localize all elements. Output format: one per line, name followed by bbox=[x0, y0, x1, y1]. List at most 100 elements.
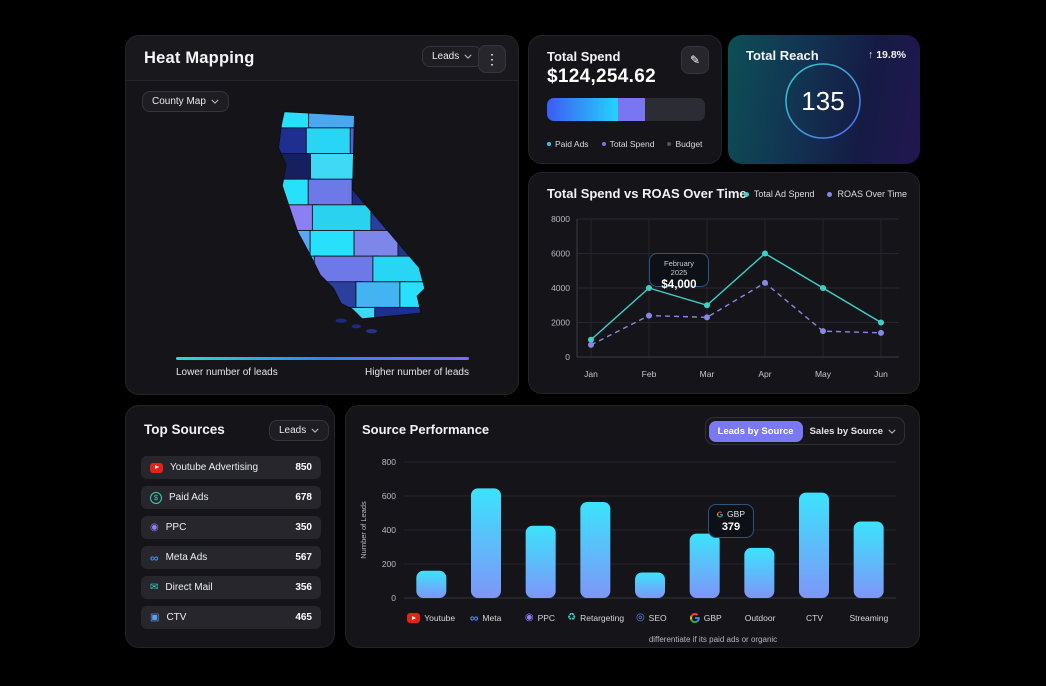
legend-item: Budget bbox=[667, 139, 702, 149]
source-label: Direct Mail bbox=[165, 582, 213, 593]
list-item[interactable]: ◉ PPC 350 bbox=[141, 516, 321, 539]
bar-chart-x-labels: Youtube ∞ Meta ◉ PPC ♻ Retargeting ◎ SEO GBP Outdo… bbox=[404, 612, 896, 624]
svg-text:600: 600 bbox=[382, 491, 396, 501]
chevron-down-icon bbox=[211, 99, 219, 104]
metric-dropdown-label: Leads bbox=[432, 51, 460, 62]
pencil-icon: ✎ bbox=[689, 53, 701, 67]
source-label: Meta Ads bbox=[165, 552, 208, 563]
bar-x-label: ◎ SEO bbox=[635, 612, 667, 624]
google-icon bbox=[689, 613, 700, 623]
total-reach-value: 135 bbox=[801, 85, 845, 116]
svg-text:Mar: Mar bbox=[700, 369, 715, 379]
bar-chart-tooltip: GBP 379 bbox=[708, 504, 754, 538]
svg-text:6000: 6000 bbox=[551, 249, 570, 259]
heat-scale-low-label: Lower number of leads bbox=[176, 367, 278, 378]
spend-segment bbox=[618, 98, 645, 121]
source-performance-title: Source Performance bbox=[362, 422, 490, 437]
ctv-icon: ▣ bbox=[150, 611, 160, 623]
svg-text:Apr: Apr bbox=[758, 369, 771, 379]
top-sources-panel: Top Sources Leads Youtube Advertising 850… bbox=[125, 405, 335, 648]
legend-dot-icon bbox=[547, 142, 551, 146]
tooltip-value: $4,000 bbox=[661, 279, 697, 291]
map-type-label: County Map bbox=[152, 96, 206, 107]
source-value: 567 bbox=[295, 552, 312, 563]
list-item[interactable]: ∞ Meta Ads 567 bbox=[141, 546, 321, 569]
source-value: 356 bbox=[295, 582, 312, 593]
bar-x-label: ◉ PPC bbox=[524, 612, 556, 624]
top-sources-title: Top Sources bbox=[144, 422, 225, 437]
youtube-icon bbox=[150, 462, 163, 473]
bar-tooltip-value: 379 bbox=[721, 521, 741, 533]
spend-segment bbox=[644, 98, 705, 121]
legend-item: Paid Ads bbox=[547, 139, 589, 149]
legend-item: Total Ad Spend bbox=[743, 189, 814, 199]
svg-text:4000: 4000 bbox=[551, 283, 570, 293]
svg-text:Feb: Feb bbox=[642, 369, 657, 379]
legend-dot-icon bbox=[667, 142, 672, 146]
kebab-icon: ⋮ bbox=[485, 50, 499, 67]
california-county-map[interactable] bbox=[250, 106, 440, 334]
heat-mapping-metric-dropdown[interactable]: Leads bbox=[422, 46, 483, 67]
google-icon bbox=[717, 510, 723, 518]
total-spend-card: Total Spend ✎ $124,254.62 Paid Ads Total … bbox=[528, 35, 722, 164]
toggle-leads-by-source[interactable]: Leads by Source bbox=[708, 420, 803, 442]
heat-mapping-panel: Heat Mapping Leads ⋮ County Map Lower nu… bbox=[125, 35, 519, 395]
svg-text:Jan: Jan bbox=[584, 369, 598, 379]
svg-text:Number of Leads: Number of Leads bbox=[359, 501, 368, 559]
list-item[interactable]: Youtube Advertising 850 bbox=[141, 456, 321, 479]
source-label: PPC bbox=[165, 522, 187, 533]
toggle-sales-label: Sales by Source bbox=[809, 425, 883, 437]
svg-text:2000: 2000 bbox=[551, 318, 570, 328]
heat-scale-high-label: Higher number of leads bbox=[365, 367, 469, 378]
svg-text:8000: 8000 bbox=[551, 214, 570, 224]
chart-footer-note: differentiate if its paid ads or organic bbox=[648, 635, 778, 644]
youtube-icon bbox=[407, 613, 421, 623]
ppc-icon: ◉ bbox=[150, 521, 159, 533]
bar-tooltip-label: GBP bbox=[727, 509, 745, 519]
reach-delta-badge: ↑ 19.8% bbox=[868, 49, 906, 61]
chevron-down-icon bbox=[311, 428, 319, 433]
ppc-icon: ◉ bbox=[524, 612, 534, 623]
total-reach-card: Total Reach ↑ 19.8% 135 bbox=[728, 35, 920, 164]
line-chart-legend: Total Ad Spend ROAS Over Time bbox=[743, 189, 907, 199]
source-value: 465 bbox=[295, 612, 312, 623]
bar-x-label: Youtube bbox=[404, 612, 458, 624]
svg-text:800: 800 bbox=[382, 457, 396, 467]
chevron-down-icon bbox=[888, 429, 896, 434]
kebab-menu-button[interactable]: ⋮ bbox=[478, 45, 506, 73]
svg-text:May: May bbox=[815, 369, 832, 379]
source-value: 350 bbox=[295, 522, 312, 533]
spend-legend: Paid Ads Total Spend Budget bbox=[547, 139, 702, 149]
legend-dot-icon bbox=[743, 191, 749, 197]
reach-ring bbox=[785, 63, 861, 139]
legend-dot-icon bbox=[601, 142, 606, 146]
top-sources-dropdown[interactable]: Leads bbox=[269, 420, 330, 441]
spend-segment bbox=[547, 98, 619, 121]
edit-button[interactable]: ✎ bbox=[681, 46, 709, 74]
source-label: Paid Ads bbox=[169, 492, 209, 503]
list-item[interactable]: $ Paid Ads 678 bbox=[141, 486, 321, 509]
line-chart[interactable]: 0 2000 4000 6000 8000 Jan Feb Mar Apr May Jun bbox=[541, 209, 909, 389]
svg-text:0: 0 bbox=[565, 352, 570, 362]
bar-chart[interactable]: 0 200 400 600 800 Number of Leads bbox=[356, 450, 904, 610]
retargeting-icon: ♻ bbox=[567, 612, 577, 623]
source-performance-panel: Source Performance Leads by Source Sales… bbox=[345, 405, 920, 648]
list-item[interactable]: ✉ Direct Mail 356 bbox=[141, 576, 321, 599]
heat-scale-gradient bbox=[176, 357, 469, 360]
toggle-sales-by-source[interactable]: Sales by Source bbox=[810, 426, 896, 437]
list-item[interactable]: ▣ CTV 465 bbox=[141, 606, 321, 629]
total-reach-title: Total Reach bbox=[746, 48, 819, 63]
reach-delta-value: 19.8% bbox=[876, 49, 906, 61]
line-chart-title: Total Spend vs ROAS Over Time bbox=[547, 186, 747, 201]
legend-item: ROAS Over Time bbox=[827, 189, 907, 199]
top-sources-dropdown-label: Leads bbox=[279, 425, 307, 436]
heat-mapping-title: Heat Mapping bbox=[144, 49, 255, 67]
map-type-dropdown[interactable]: County Map bbox=[142, 91, 229, 112]
svg-text:0: 0 bbox=[391, 593, 396, 603]
svg-text:Jun: Jun bbox=[874, 369, 888, 379]
source-label: CTV bbox=[166, 612, 187, 623]
dollar-icon: $ bbox=[150, 491, 162, 504]
bar-x-label: GBP bbox=[678, 612, 732, 624]
spend-progress-bar bbox=[547, 98, 705, 121]
line-chart-tooltip: February 2025 $4,000 bbox=[649, 253, 709, 291]
